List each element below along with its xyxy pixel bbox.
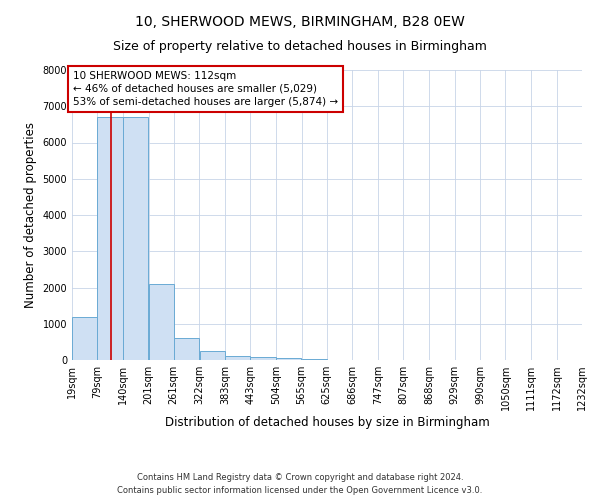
- Text: 10, SHERWOOD MEWS, BIRMINGHAM, B28 0EW: 10, SHERWOOD MEWS, BIRMINGHAM, B28 0EW: [135, 15, 465, 29]
- X-axis label: Distribution of detached houses by size in Birmingham: Distribution of detached houses by size …: [164, 416, 490, 429]
- Text: Contains HM Land Registry data © Crown copyright and database right 2024.
Contai: Contains HM Land Registry data © Crown c…: [118, 474, 482, 495]
- Text: 10 SHERWOOD MEWS: 112sqm
← 46% of detached houses are smaller (5,029)
53% of sem: 10 SHERWOOD MEWS: 112sqm ← 46% of detach…: [73, 70, 338, 107]
- Bar: [200, 351, 225, 360]
- Bar: [72, 316, 97, 360]
- Bar: [174, 338, 199, 360]
- Bar: [149, 284, 173, 360]
- Bar: [302, 359, 326, 360]
- Bar: [97, 117, 123, 360]
- Y-axis label: Number of detached properties: Number of detached properties: [24, 122, 37, 308]
- Text: Size of property relative to detached houses in Birmingham: Size of property relative to detached ho…: [113, 40, 487, 53]
- Bar: [123, 117, 148, 360]
- Bar: [225, 356, 250, 360]
- Bar: [250, 358, 276, 360]
- Bar: [276, 358, 301, 360]
